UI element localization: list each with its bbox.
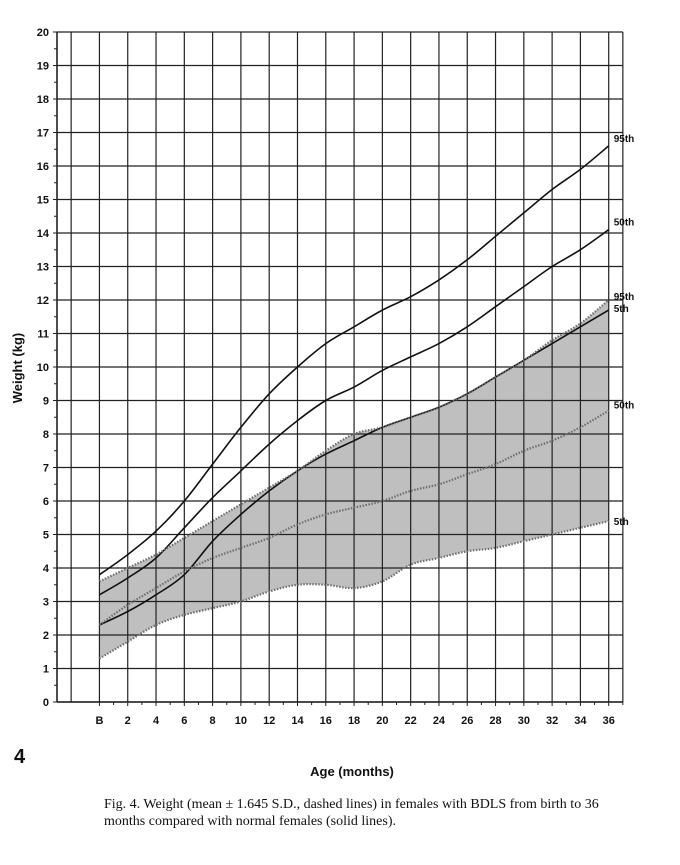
x-tick-label: 16 [320,715,332,727]
curve-label-5th: 5th [614,304,629,315]
curve-label-95th: 95th [614,292,635,303]
y-tick-label: 9 [43,396,49,408]
y-tick-label: 18 [37,94,49,106]
x-tick-label: 34 [574,715,587,727]
weight-chart: B 2 4 6 8 10 12 14 16 18 20 22 24 26 28 30 32 34 36 012345… [10,27,635,779]
bdls-95th-percentile-line [98,299,610,583]
y-tick-label: 20 [37,27,49,39]
x-tick-label: 2 [125,715,131,727]
x-tick-label: 22 [405,715,417,727]
y-tick-label: 6 [43,496,49,508]
y-tick-label: 3 [43,597,49,609]
y-tick-label: 11 [37,329,49,341]
x-tick-label: 4 [153,715,160,727]
y-tick-label: 17 [37,128,49,140]
x-axis-title: Age (months) [310,764,394,779]
y-tick-label: 1 [43,664,49,676]
y-tick-label: 5 [43,530,49,542]
bdls-50th-percentile-line [98,409,610,626]
x-tick-label: 6 [181,715,187,727]
curve-label-5th: 5th [614,517,629,528]
x-tick-label: 24 [433,715,446,727]
y-axis-title: Weight (kg) [10,333,25,404]
x-tick-label: 18 [348,715,360,727]
x-tick-label: 32 [546,715,558,727]
x-tick-label: 30 [518,715,530,727]
x-tick-label: 8 [210,715,216,727]
x-tick-label: 14 [291,715,304,727]
bdls-female-curves [98,299,610,660]
x-tick-label: 36 [603,715,615,727]
curve-label-50th: 50th [614,401,635,412]
x-tick-label: 10 [235,715,247,727]
y-tick-label: 13 [37,262,49,274]
y-tick-label: 7 [43,463,49,475]
y-tick-label: 14 [37,228,50,240]
y-tick-label: 16 [37,161,49,173]
curve-label-50th: 50th [614,218,635,229]
normal-95th-percentile-line [98,145,610,576]
x-tick-label: B [95,715,103,727]
figure-number: 4 [14,746,26,768]
y-tick-label: 19 [37,61,49,73]
y-tick-label: 2 [43,630,49,642]
y-tick-label: 8 [43,429,49,441]
x-tick-label: 20 [376,715,388,727]
x-tick-label: 28 [489,715,501,727]
bdls-5th-percentile-line [98,520,609,660]
y-tick-label: 12 [37,295,49,307]
normal-50th-percentile-line [98,229,610,596]
axes [53,31,624,706]
y-tick-label: 10 [37,362,49,374]
x-tick-label: 26 [461,715,473,727]
y-tick-label: 4 [43,563,50,575]
x-tick-label: 12 [263,715,275,727]
y-tick-label: 15 [37,195,49,207]
y-tick-label: 0 [43,697,49,709]
grid [57,31,624,703]
x-tick-labels: B 2 4 6 8 10 12 14 16 18 20 22 24 26 28 30 32 34 36 [95,715,614,727]
figure-caption: Fig. 4. Weight (mean ± 1.645 S.D., dashe… [104,797,599,829]
curve-label-95th: 95th [614,134,635,145]
